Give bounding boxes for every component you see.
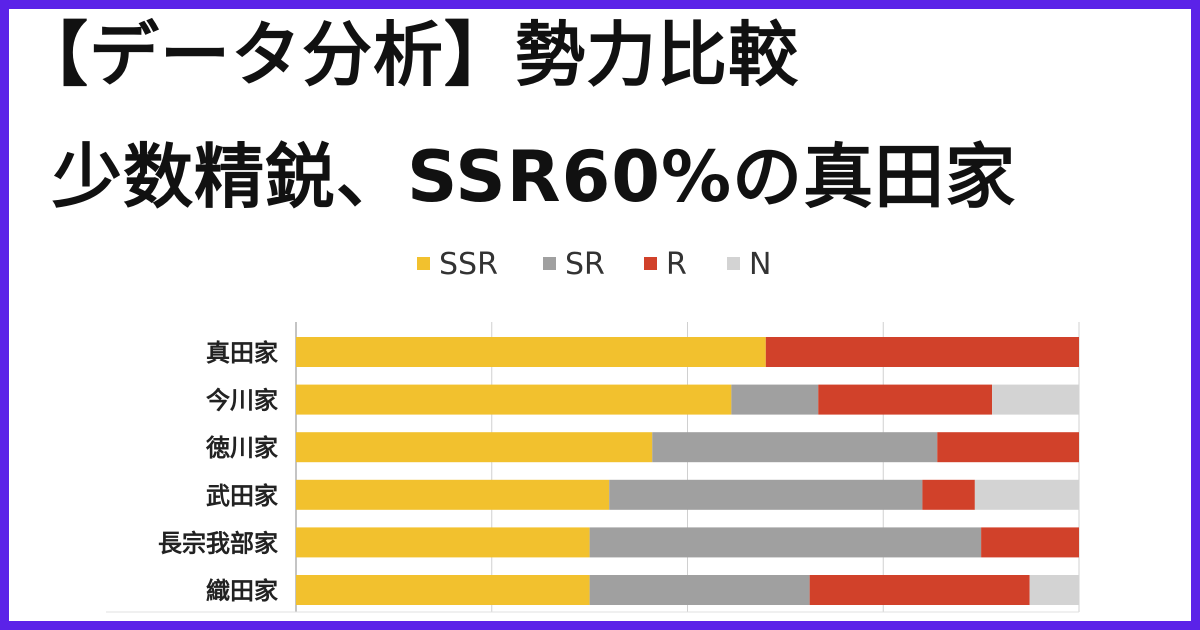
bar-sr-5 bbox=[589, 575, 810, 605]
category-label-0: 真田家 bbox=[206, 339, 278, 367]
bar-sr-1 bbox=[731, 384, 819, 415]
legend-swatch-ssr bbox=[417, 257, 430, 270]
bar-n-1 bbox=[992, 384, 1079, 415]
legend-label-sr: SR bbox=[565, 247, 605, 282]
bar-r-0 bbox=[765, 337, 1079, 367]
title-line-1: 【データ分析】勢力比較 bbox=[18, 14, 799, 96]
bar-r-5 bbox=[809, 575, 1030, 605]
bar-r-2 bbox=[937, 432, 1079, 463]
bar-n-3 bbox=[974, 479, 1079, 510]
category-label-2: 徳川家 bbox=[205, 434, 278, 462]
legend-label-r: R bbox=[666, 247, 687, 282]
legend-label-ssr: SSR bbox=[439, 247, 498, 282]
bar-n-5 bbox=[1029, 575, 1079, 605]
legend-swatch-r bbox=[644, 257, 657, 270]
legend-swatch-sr bbox=[543, 257, 556, 270]
bar-r-1 bbox=[818, 384, 993, 415]
bar-ssr-1 bbox=[296, 384, 732, 415]
bar-ssr-3 bbox=[296, 479, 610, 510]
title-line-2: 少数精鋭、SSR60%の真田家 bbox=[52, 136, 1017, 218]
legend-label-n: N bbox=[749, 247, 771, 282]
bar-r-3 bbox=[922, 479, 975, 510]
bar-r-4 bbox=[981, 527, 1079, 558]
category-label-1: 今川家 bbox=[206, 387, 278, 415]
bar-sr-4 bbox=[589, 527, 982, 558]
bar-ssr-0 bbox=[296, 337, 766, 367]
bar-ssr-5 bbox=[296, 575, 590, 605]
legend-swatch-n bbox=[727, 257, 740, 270]
bar-sr-3 bbox=[609, 479, 923, 510]
bar-ssr-2 bbox=[296, 432, 653, 463]
category-label-4: 長宗我部家 bbox=[158, 529, 278, 557]
bar-sr-2 bbox=[652, 432, 938, 463]
category-label-3: 武田家 bbox=[206, 482, 278, 510]
bar-ssr-4 bbox=[296, 527, 590, 558]
category-label-5: 織田家 bbox=[206, 577, 278, 605]
